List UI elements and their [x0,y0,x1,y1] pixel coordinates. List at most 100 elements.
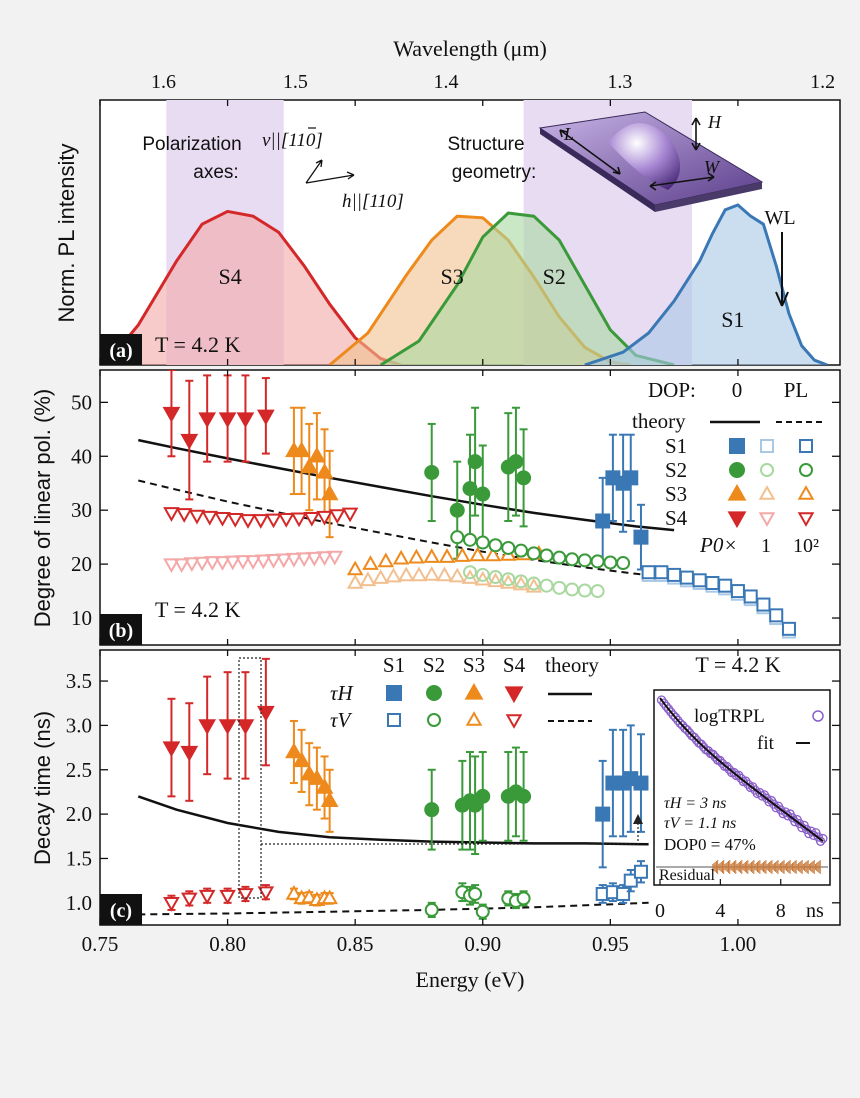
data-point [193,556,211,572]
selection-connector [261,822,639,845]
data-point [328,509,346,524]
trpl-point [682,725,692,735]
legend-marker-s1-p0 [760,439,774,453]
legend-marker-s4-tauv [505,714,523,729]
trpl-point [673,715,683,726]
panel-b-yticks: 10 20 30 40 50 [71,390,840,630]
data-point [162,741,181,758]
legend-marker-s4-p0 [758,512,776,527]
top-tick-label-2: 1.4 [434,71,459,93]
data-point [769,608,784,623]
data-point [514,543,529,558]
trpl-point [722,761,732,772]
data-point [163,507,180,522]
trpl-point [668,710,678,720]
data-point [539,548,554,563]
legend-marker-s4-100p0 [797,512,815,527]
legend-theory: theory [632,409,686,433]
xtick-label-4: 0.95 [592,932,629,956]
xtick-label-1: 0.80 [209,932,246,956]
trpl-point [689,732,699,742]
ytick-label-3: 40 [71,444,92,468]
series-s3_tauv [285,885,338,907]
series-s4_tauv [163,884,275,912]
trpl-inset: logTRPL fit τH = 3 ns τV = 1.1 ns DOP0 =… [653,689,831,922]
panel-a: S4 S3 S2 S1 Polarization axes: v||[110] h||… [54,99,841,366]
data-point [467,454,483,470]
legend-p0-100: 10² [793,535,819,557]
data-point [275,553,293,569]
data-point [300,457,319,474]
data-point [590,554,605,569]
data-point [616,886,631,901]
data-point [163,558,180,574]
xtick-label-2: 0.85 [337,932,374,956]
legend-marker-s1-100p0 [799,439,813,453]
data-point [256,409,275,426]
panel-c-temperature: T = 4.2 K [695,652,780,677]
dim-l-label: L [563,124,574,144]
spectrum-fill-s4 [105,211,402,365]
data-point [641,565,656,580]
spectrum-label-s1: S1 [721,307,744,332]
data-point [308,446,326,463]
data-point [300,764,319,781]
polarization-annotation: Polarization axes: v||[110] h||[110] [142,127,404,212]
data-point [326,550,344,566]
data-point [463,532,477,547]
inset-legend-fit: fit [757,733,775,754]
data-point [173,558,190,574]
data-point [224,555,242,571]
data-point [424,902,439,917]
inset-tau-v: τV = 1.1 ns [664,815,736,832]
inset-xticks: 0 4 8 [655,879,786,922]
data-point [516,891,531,906]
trpl-point [666,707,676,717]
polarization-title-1: Polarization [142,134,241,155]
legend-col-theory: theory [545,653,599,677]
inset-legend-data-marker [812,710,824,722]
data-point [234,555,252,570]
data-point [552,550,567,565]
series-s4_pl_p0 [163,550,344,574]
data-point [359,571,377,587]
data-point [423,548,441,563]
data-point [633,775,649,791]
data-point [236,719,255,735]
data-point [198,412,217,429]
data-point [469,546,486,562]
top-tick-label-4: 1.2 [810,71,835,93]
inset-plot [656,695,828,874]
panel-c-yticks: 1.0 1.5 2.0 2.5 3.0 3.5 [66,669,840,915]
v-axis-label: v||[110] [262,130,323,151]
top-tick-label-1: 1.5 [283,71,308,93]
panel-b-badge [100,614,142,645]
inset-xtick-label-0: 0 [655,900,665,922]
data-point [219,889,236,905]
data-point [450,530,465,545]
data-point [756,597,771,612]
data-point [256,705,275,722]
spectrum-labels: S4 S3 S2 S1 [219,264,745,332]
data-point [577,553,592,568]
series-s2_tauv [424,882,531,920]
data-point [214,556,231,571]
series-s2_pl_100p0 [450,530,631,571]
data-point [454,547,471,562]
spectrum-label-s4: S4 [219,264,242,289]
trpl-point [696,739,706,749]
series-s1_pl_100p0 [641,565,796,636]
data-point [525,577,543,593]
panel-b-legend: DOP: 0 PL theory S1 S2 S3 S4 P0× 1 10² [632,378,822,557]
data-point [508,454,524,470]
panel-b-ylabel: Degree of linear pol. (%) [30,389,55,627]
data-point [526,576,541,591]
data-point [448,567,466,583]
data-point [308,769,326,785]
ytick-label-4: 50 [71,390,92,414]
data-point [603,555,618,570]
xtick-label-5: 1.00 [720,932,757,956]
legend-marker-s4-tauh [504,686,524,704]
inset-xtick-label-2: 8 [776,900,786,922]
panel-a-ylabel: Norm. PL intensity [54,144,79,323]
